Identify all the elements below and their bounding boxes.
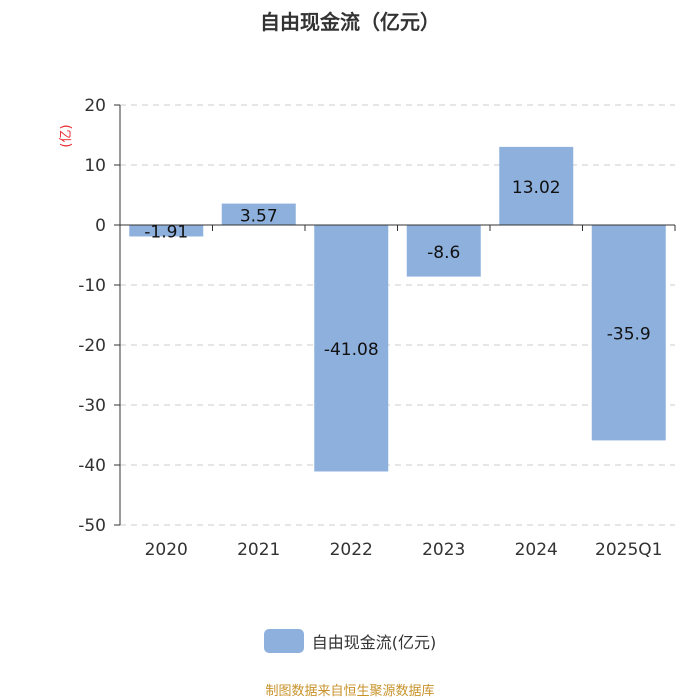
bar-chart: 20 10 0 -10 -20 -30 -40 -50 2020 2021 2022 2023 2024…: [59, 96, 676, 560]
y-tick-label: -50: [78, 516, 106, 536]
data-label: 3.57: [240, 206, 278, 226]
y-tick-label: -40: [78, 456, 106, 476]
x-tick-label: 2022: [330, 540, 373, 560]
x-tick-label: 2020: [145, 540, 188, 560]
data-label: -8.6: [427, 243, 460, 263]
legend-label: 自由现金流(亿元): [311, 633, 437, 652]
bar[interactable]: [499, 146, 574, 225]
y-tick-label: 20: [84, 96, 106, 116]
y-tick-label: -20: [78, 336, 106, 356]
y-tick-label: 0: [95, 216, 106, 236]
source-note: 制图数据来自恒生聚源数据库: [265, 684, 435, 699]
x-tick-label: 2025Q1: [595, 540, 662, 560]
y-axis-unit-label: (亿): [59, 124, 74, 147]
bars: [129, 146, 666, 472]
axes: 20 10 0 -10 -20 -30 -40 -50 2020 2021 2022 2023 2024…: [78, 96, 676, 560]
data-label: -1.91: [144, 223, 188, 243]
x-tick-label: 2023: [422, 540, 465, 560]
legend-swatch: [263, 629, 304, 653]
x-tick-label: 2024: [515, 540, 558, 560]
chart-title: 自由现金流（亿元）: [260, 10, 440, 34]
data-label: -41.08: [324, 340, 379, 360]
bar[interactable]: [314, 225, 389, 472]
x-tick-label: 2021: [237, 540, 280, 560]
data-label: -35.9: [607, 325, 651, 345]
legend[interactable]: 自由现金流(亿元): [0, 629, 700, 653]
data-labels: -1.91 3.57 -41.08 -8.6 13.02 -35.9: [144, 178, 651, 360]
data-label: 13.02: [512, 178, 561, 198]
bar[interactable]: [591, 225, 666, 441]
bar[interactable]: [129, 225, 204, 237]
y-tick-label: 10: [84, 156, 106, 176]
grid-lines: [120, 104, 675, 526]
bar[interactable]: [221, 203, 296, 225]
y-tick-label: -10: [78, 276, 106, 296]
y-tick-label: -30: [78, 396, 106, 416]
bar[interactable]: [406, 225, 481, 277]
